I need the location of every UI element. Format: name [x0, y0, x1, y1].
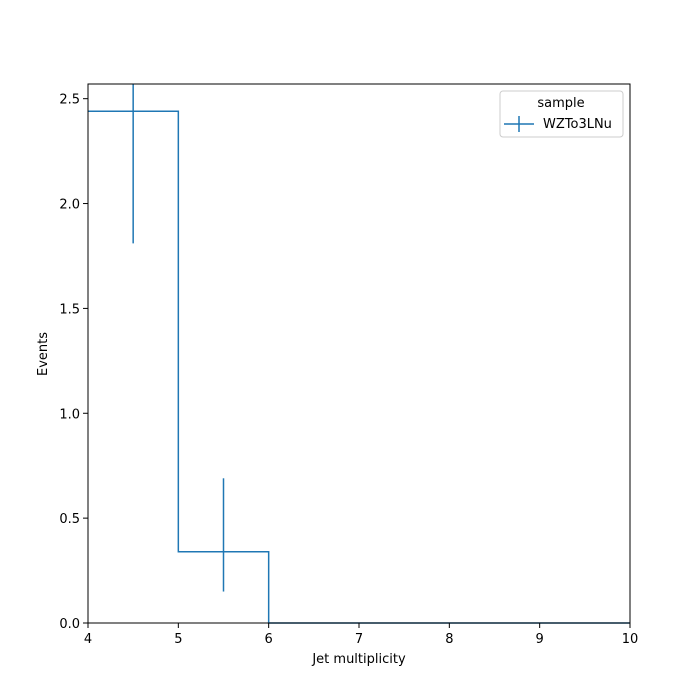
y-tick-label: 0.0	[59, 617, 80, 632]
legend-box	[499, 90, 624, 138]
legend-entry-label: WZTo3LNu	[543, 117, 612, 132]
axes-frame	[87, 83, 631, 624]
y-tick-label: 1.5	[59, 302, 80, 317]
series-step-line	[88, 110, 630, 624]
x-tick-label: 10	[622, 632, 639, 647]
histogram-marks	[88, 84, 630, 624]
y-tick-label: 1.0	[59, 407, 80, 422]
x-tick-label: 8	[445, 632, 453, 647]
legend: sample WZTo3LNu	[499, 90, 624, 138]
y-tick-label: 2.5	[59, 93, 80, 108]
x-tick-label: 7	[355, 632, 363, 647]
x-tick-label: 6	[265, 632, 273, 647]
y-axis-label: Events	[36, 332, 51, 376]
x-axis-ticks: 4 5 6 7 8 9 10	[84, 623, 638, 647]
x-axis-label: Jet multiplicity	[311, 652, 406, 667]
legend-title: sample	[537, 96, 584, 111]
x-tick-label: 4	[84, 632, 92, 647]
y-tick-label: 0.5	[59, 512, 80, 527]
y-tick-label: 2.0	[59, 198, 80, 213]
x-tick-label: 9	[536, 632, 544, 647]
x-tick-label: 5	[174, 632, 182, 647]
y-axis-ticks: 0.0 0.5 1.0 1.5 2.0 2.5	[59, 93, 88, 632]
